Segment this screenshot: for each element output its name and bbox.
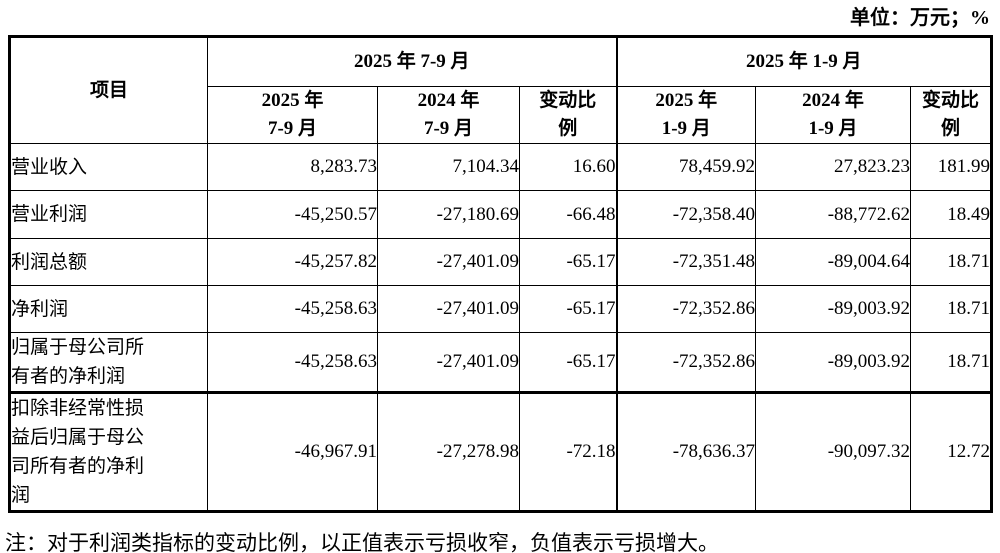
cell-value: -88,772.62 bbox=[755, 190, 912, 239]
table-row-net-profit-to-parent: 归属于母公司所 有者的净利润 -45,258.63 -27,401.09 -65… bbox=[9, 332, 993, 393]
cell-value: -65.17 bbox=[518, 238, 618, 286]
financial-comparison-table: 项目 2025 年 7-9 月 2025 年 1-9 月 2025 年 7-9 … bbox=[8, 35, 994, 513]
cell-value: -89,003.92 bbox=[755, 285, 912, 333]
cell-value: -72,352.86 bbox=[615, 332, 757, 393]
cell-value: -45,258.63 bbox=[207, 332, 378, 393]
cell-value: -45,258.63 bbox=[207, 285, 378, 333]
cell-value: 16.60 bbox=[518, 143, 618, 191]
cell-value: 8,283.73 bbox=[207, 143, 378, 191]
cell-value: -89,004.64 bbox=[755, 238, 912, 286]
cell-value: 181.99 bbox=[910, 143, 993, 191]
row-item-label: 归属于母公司所 有者的净利润 bbox=[9, 332, 208, 393]
cell-value: 78,459.92 bbox=[615, 143, 757, 191]
group-header-2025-jul-sep: 2025 年 7-9 月 bbox=[206, 36, 618, 87]
item-column-header: 项目 bbox=[9, 36, 208, 144]
col-header-2024-jan-sep: 2024 年 1-9 月 bbox=[755, 86, 912, 144]
col-header-2025-jul-sep: 2025 年 7-9 月 bbox=[207, 86, 378, 144]
unit-label: 单位：万元；% bbox=[850, 7, 990, 29]
row-item-label: 扣除非经常性损 益后归属于母公 司所有者的净利 润 bbox=[9, 391, 208, 512]
row-item-label: 营业收入 bbox=[9, 143, 208, 191]
table-row-total-profit: 利润总额 -45,257.82 -27,401.09 -65.17 -72,35… bbox=[9, 238, 993, 286]
cell-value: -27,401.09 bbox=[377, 332, 520, 393]
cell-value: -46,967.91 bbox=[207, 391, 378, 512]
row-item-label: 利润总额 bbox=[9, 238, 208, 286]
cell-value: -72,358.40 bbox=[615, 190, 757, 239]
table-row-net-profit: 净利润 -45,258.63 -27,401.09 -65.17 -72,352… bbox=[9, 285, 993, 333]
cell-value: -45,257.82 bbox=[207, 238, 378, 286]
cell-value: -45,250.57 bbox=[207, 190, 378, 239]
row-item-label: 净利润 bbox=[9, 285, 208, 333]
group-header-row: 项目 2025 年 7-9 月 2025 年 1-9 月 bbox=[9, 36, 993, 144]
cell-value: -72,351.48 bbox=[615, 238, 757, 286]
cell-value: -90,097.32 bbox=[755, 391, 912, 512]
cell-value: -66.48 bbox=[518, 190, 618, 239]
cell-value: 7,104.34 bbox=[377, 143, 520, 191]
cell-value: 27,823.23 bbox=[755, 143, 912, 191]
col-header-2025-jan-sep: 2025 年 1-9 月 bbox=[615, 86, 757, 144]
group-header-2025-jan-sep: 2025 年 1-9 月 bbox=[615, 36, 993, 87]
cell-value: -78,636.37 bbox=[615, 391, 757, 512]
cell-value: -27,278.98 bbox=[377, 391, 520, 512]
cell-value: -65.17 bbox=[518, 285, 618, 333]
cell-value: 18.71 bbox=[910, 285, 993, 333]
cell-value: 18.71 bbox=[910, 238, 993, 286]
cell-value: -72,352.86 bbox=[615, 285, 757, 333]
cell-value: -89,003.92 bbox=[755, 332, 912, 393]
col-header-change-ratio-ytd: 变动比 例 bbox=[910, 86, 993, 144]
cell-value: 12.72 bbox=[910, 391, 993, 512]
footnote: 注：对于利润类指标的变动比例，以正值表示亏损收窄，负值表示亏损增大。 bbox=[5, 531, 719, 553]
cell-value: -27,401.09 bbox=[377, 285, 520, 333]
table-row-net-profit-excl-nonrecurring: 扣除非经常性损 益后归属于母公 司所有者的净利 润 -46,967.91 -27… bbox=[9, 391, 993, 512]
table-row-operating-revenue: 营业收入 8,283.73 7,104.34 16.60 78,459.92 2… bbox=[9, 143, 993, 191]
table-row-operating-profit: 营业利润 -45,250.57 -27,180.69 -66.48 -72,35… bbox=[9, 190, 993, 239]
cell-value: -27,180.69 bbox=[377, 190, 520, 239]
col-header-change-ratio-q: 变动比 例 bbox=[518, 86, 618, 144]
cell-value: -65.17 bbox=[518, 332, 618, 393]
cell-value: -72.18 bbox=[518, 391, 618, 512]
cell-value: 18.49 bbox=[910, 190, 993, 239]
cell-value: 18.71 bbox=[910, 332, 993, 393]
row-item-label: 营业利润 bbox=[9, 190, 208, 239]
cell-value: -27,401.09 bbox=[377, 238, 520, 286]
col-header-2024-jul-sep: 2024 年 7-9 月 bbox=[377, 86, 520, 144]
